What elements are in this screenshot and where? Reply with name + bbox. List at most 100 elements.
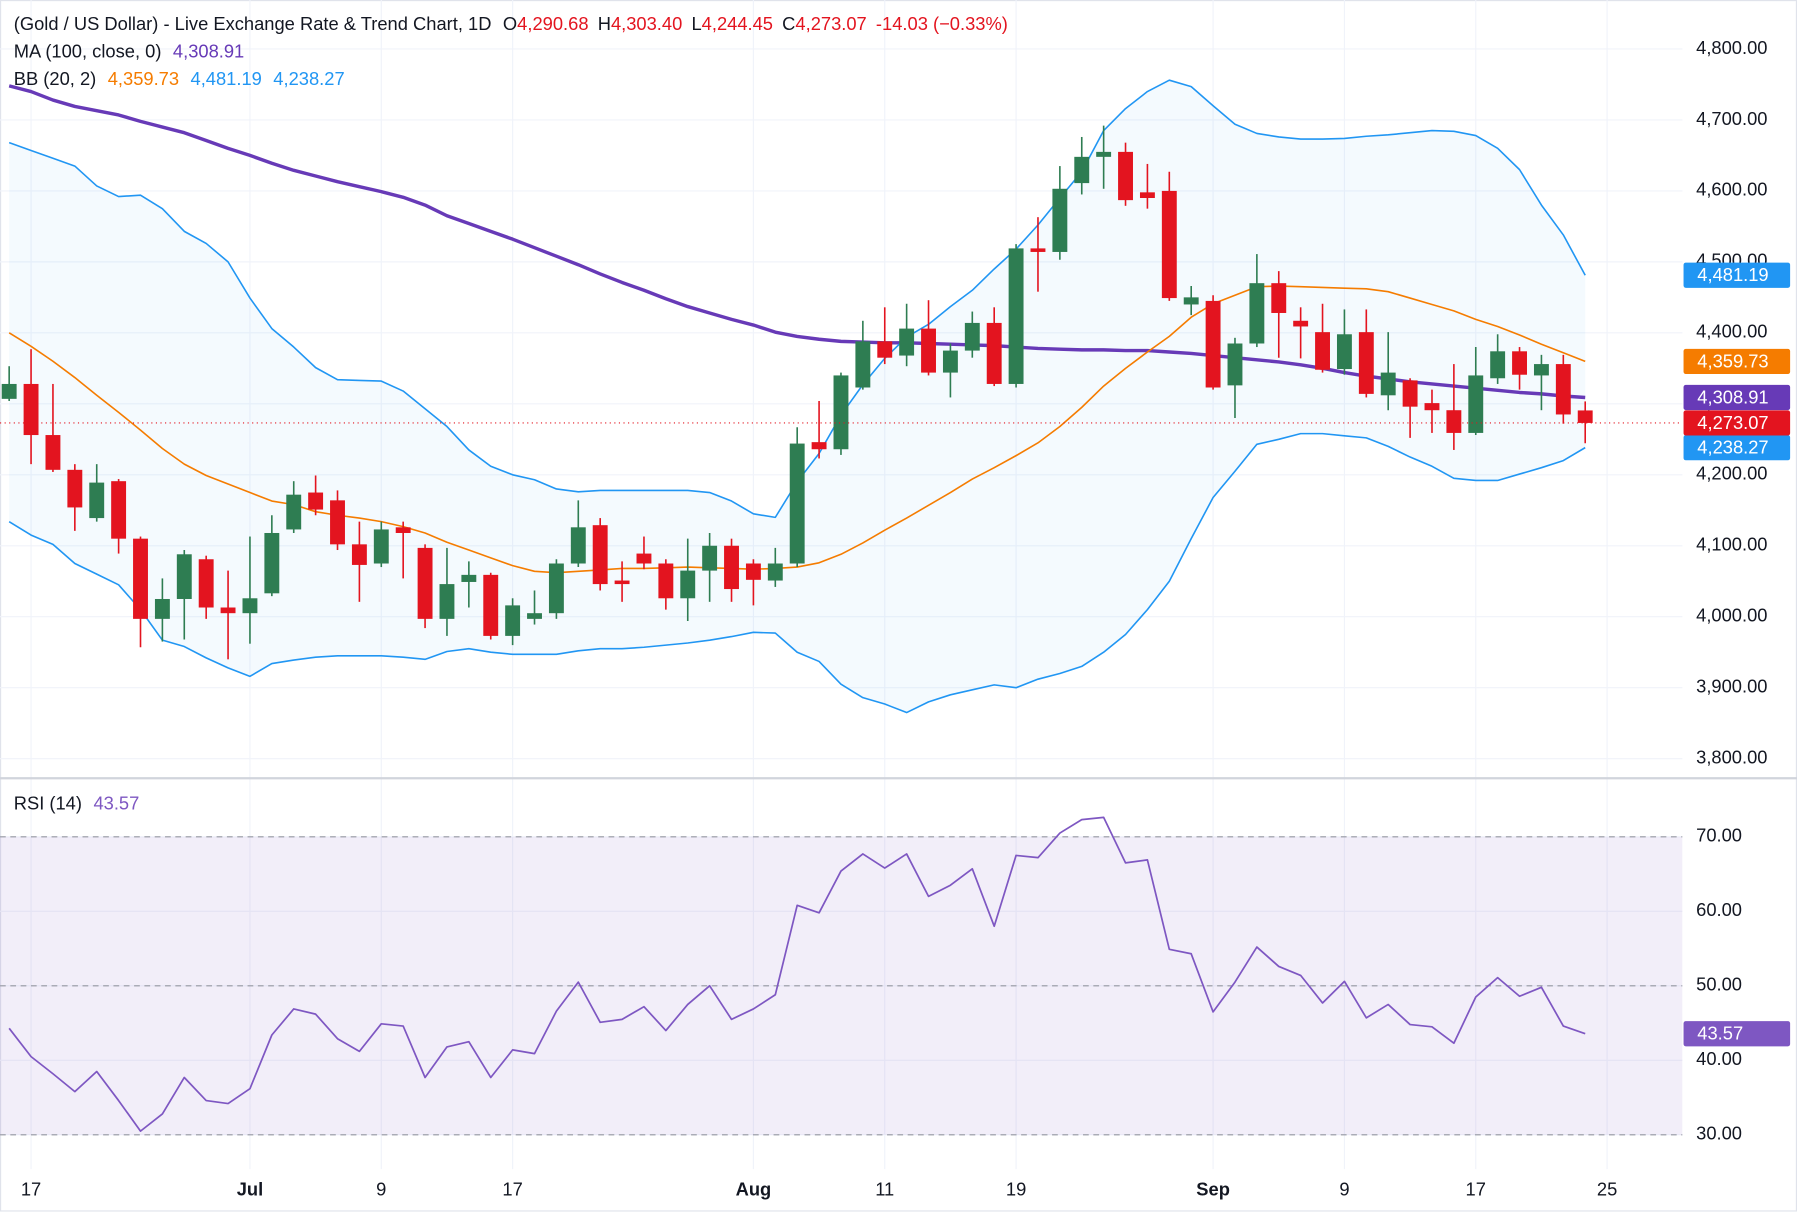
candle-body [702,545,718,571]
x-tick-label: 19 [1006,1179,1026,1200]
candle-body [133,538,148,619]
candle-body [417,547,433,619]
price-tag [1683,435,1791,461]
x-tick-label: Jul [237,1179,263,1200]
price-tag [1683,384,1791,411]
price-tag-label: 4,308.91 [1697,386,1768,407]
candle-body [308,492,324,510]
price-tag-label: 4,359.73 [1697,350,1768,371]
price-tag-label: 4,273.07 [1697,412,1768,433]
candle-body [89,482,105,519]
price-tag [1683,348,1791,375]
legend-line: BB (20, 2) 4,359.73 4,481.19 4,238.27 [14,68,345,89]
legend-text: 4,308.91 [173,41,244,62]
candle-body [964,322,980,351]
rsi-line [8,816,1586,1132]
x-tick-label: 11 [875,1179,894,1200]
candle-body [286,494,302,530]
legend-text: L [691,13,701,34]
candle-body [1,383,17,399]
legend-text: C [782,13,795,34]
candle-body [745,563,761,580]
y-tick-label: 50.00 [1696,974,1742,995]
candle-body [833,375,849,450]
y-tick-label: 4,400.00 [1696,321,1767,342]
candle-body [1533,364,1549,376]
price-tags: 4,308.91 4,359.73 4,481.19 4,238.27 4,273.07… [1683,262,1791,1047]
y-tick-label: 40.00 [1696,1048,1742,1069]
price-tag [1683,410,1791,436]
price-tag-label: 4,238.27 [1697,437,1768,458]
candle-body [1096,151,1112,157]
x-tick-label: 25 [1597,1179,1617,1200]
candle-body [592,525,608,585]
candle-body [220,607,236,614]
candle-body [1249,283,1265,344]
candle-body [1293,320,1309,327]
y-tick-label: 30.00 [1696,1123,1742,1144]
candle-body [373,529,389,564]
candle-body [1577,410,1593,423]
candle-body [1555,364,1571,415]
candle-body [1336,334,1352,370]
candle-body [658,563,674,599]
candle-body [176,554,192,599]
legend-line: (Gold / US Dollar) - Live Exchange Rate … [14,13,1008,34]
legend-text: 4,481.19 [191,68,262,89]
y-tick-label: 4,000.00 [1696,605,1767,626]
candle-body [1161,190,1177,299]
candle-body [767,563,783,581]
legend-text: (Gold / US Dollar) - Live Exchange Rate … [14,13,492,34]
legend-text: 4,359.73 [108,68,179,89]
candle-body [1118,151,1133,201]
candle-body [1315,332,1330,370]
candle-body [1008,248,1024,384]
candle-body [811,442,827,450]
legend-text: MA (100, close, 0) [14,41,162,62]
candle-body [614,580,630,585]
y-tick-label: 70.00 [1696,825,1742,846]
y-tick-label: 4,800.00 [1696,37,1767,58]
legend-text: 4,273.07 [795,13,866,34]
candle-body [1074,156,1090,184]
candle-body [986,322,1002,384]
x-tick-label: 17 [21,1179,41,1200]
price-tag-label: 4,481.19 [1697,264,1768,285]
candle-body [855,341,871,388]
candle-body [680,570,696,599]
candle-body [570,527,586,564]
candle-body [1358,332,1374,394]
candle-body [461,574,477,582]
candle-body [67,469,83,508]
candle-body [877,341,893,358]
rsi-pane [0,816,1683,1136]
candle-body [942,350,958,373]
candle-body [395,527,411,533]
x-tick-label: Sep [1196,1179,1230,1200]
price-pane [0,79,1683,714]
legend-text: H [598,13,611,34]
legend-text: 4,244.45 [702,13,773,34]
candle-body [23,383,39,436]
y-tick-label: 4,200.00 [1696,463,1767,484]
x-tick-label: Aug [736,1179,772,1200]
candle-body [1205,300,1221,388]
legend-text: 4,238.27 [273,68,344,89]
candle-body [1402,380,1418,407]
legend-line: MA (100, close, 0) 4,308.91 [14,41,245,62]
candle-body [1030,248,1046,252]
candle-body [1227,343,1243,386]
candle-body [724,545,739,590]
price-tag [1683,1021,1791,1047]
legend-text: -14.03 (−0.33%) [876,13,1008,34]
candle-body [242,598,258,614]
candle-body [548,563,564,614]
legend-text: 4,290.68 [517,13,588,34]
candle-body [1271,283,1287,313]
candle-body [1468,375,1484,433]
candle-body [1512,351,1527,375]
candle-body [351,544,367,565]
legend-text: 43.57 [93,792,139,813]
